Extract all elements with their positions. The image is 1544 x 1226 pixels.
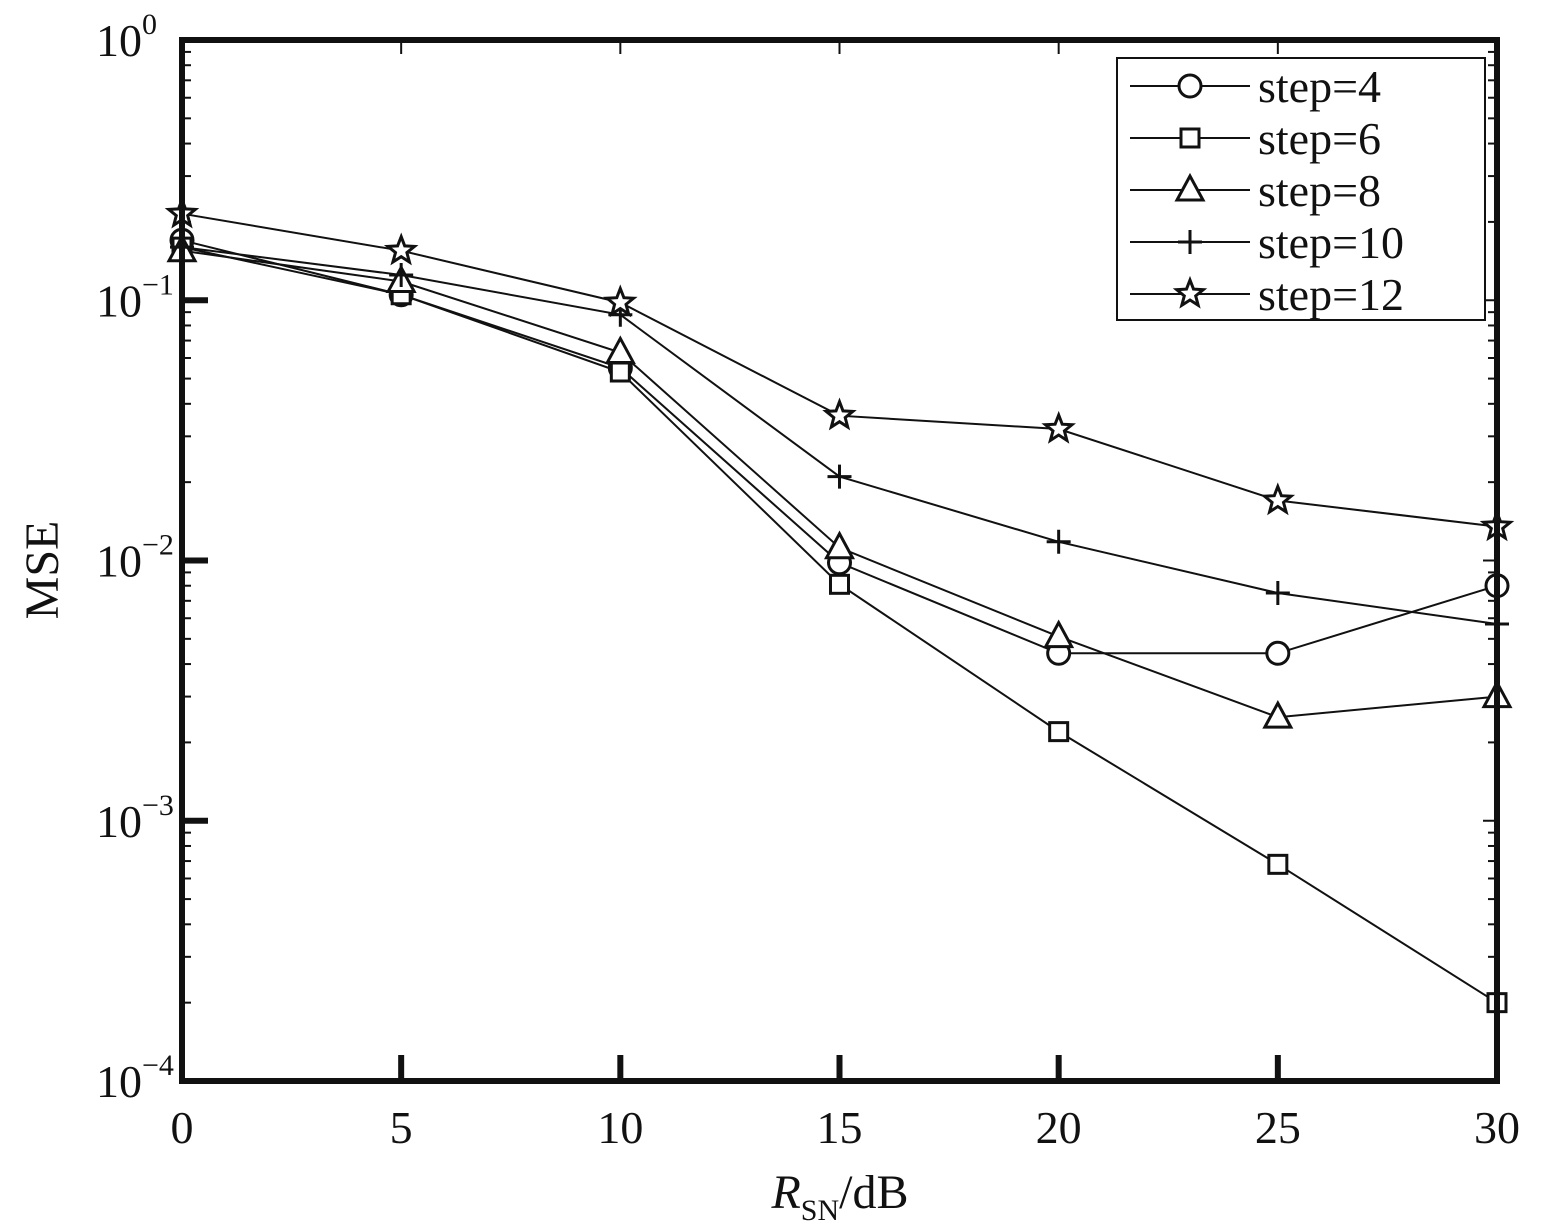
y-tick-label: 10−3 xyxy=(96,789,174,847)
legend-entry: step=6 xyxy=(1130,113,1381,164)
data-point xyxy=(1262,700,1294,729)
data-point xyxy=(604,335,636,364)
data-point xyxy=(1046,529,1071,554)
data-point xyxy=(1260,482,1296,516)
data-point xyxy=(827,464,852,489)
y-tick-label-base: 10 xyxy=(96,15,142,66)
x-axis-label-subscript: SN xyxy=(801,1194,839,1226)
y-tick-label: 100 xyxy=(96,8,157,66)
y-tick-label-exponent: −2 xyxy=(142,529,174,562)
x-tick-label: 30 xyxy=(1474,1102,1520,1153)
data-point xyxy=(1048,721,1070,743)
y-tick-label-base: 10 xyxy=(96,796,142,847)
legend-entry: step=10 xyxy=(1130,217,1404,268)
legend-marker xyxy=(1177,73,1203,99)
data-point xyxy=(1265,581,1290,606)
data-point xyxy=(1041,410,1076,444)
data-point xyxy=(1043,619,1075,649)
data-point xyxy=(829,573,850,595)
series-line xyxy=(181,246,1498,1004)
legend-marker xyxy=(1179,127,1201,149)
y-tick-label-base: 10 xyxy=(96,536,142,587)
series-step=6 xyxy=(171,236,1508,1014)
y-tick-label-base: 10 xyxy=(96,1056,142,1107)
y-tick-label: 10−2 xyxy=(96,529,174,587)
legend-marker xyxy=(1172,275,1208,309)
data-point xyxy=(1265,640,1291,666)
legend-label: step=8 xyxy=(1258,165,1381,216)
y-tick-label-base: 10 xyxy=(96,275,142,326)
y-tick-label-exponent: 0 xyxy=(142,8,157,41)
legend-entry: step=8 xyxy=(1130,165,1381,216)
data-point xyxy=(383,232,419,266)
y-tick-label: 10−1 xyxy=(96,268,174,326)
legend-label: step=12 xyxy=(1258,269,1404,320)
series-layer xyxy=(164,195,1515,1014)
legend-marker xyxy=(1174,172,1206,202)
x-axis-label: RSN/dB xyxy=(770,1166,908,1226)
legend-label: step=4 xyxy=(1258,61,1381,112)
legend-label: step=10 xyxy=(1258,217,1404,268)
plot-frame xyxy=(179,37,1500,1084)
legend-label: step=6 xyxy=(1258,113,1381,164)
legend-entry: step=4 xyxy=(1130,61,1381,112)
x-tick-label: 0 xyxy=(171,1102,194,1153)
x-tick-label: 15 xyxy=(817,1102,863,1153)
x-axis-label-symbol: R xyxy=(770,1166,800,1219)
x-tick-label: 20 xyxy=(1036,1102,1082,1153)
x-tick-label: 25 xyxy=(1255,1102,1301,1153)
data-point xyxy=(609,361,631,383)
x-tick-label: 5 xyxy=(390,1102,413,1153)
data-point xyxy=(823,530,856,560)
y-tick-label-exponent: −3 xyxy=(142,789,174,822)
x-axis-label-unit: /dB xyxy=(839,1166,908,1219)
x-tick-label: 10 xyxy=(597,1102,643,1153)
y-tick-label-exponent: −4 xyxy=(142,1049,174,1082)
data-point xyxy=(822,397,857,431)
legend-marker xyxy=(1178,230,1202,254)
y-tick-label: 10−4 xyxy=(96,1049,174,1107)
y-tick-label-exponent: −1 xyxy=(142,268,174,301)
legend-entry: step=12 xyxy=(1130,269,1404,320)
y-axis-label: MSE xyxy=(16,521,69,620)
data-point xyxy=(1267,853,1289,875)
data-point xyxy=(389,263,414,288)
data-point xyxy=(603,284,638,318)
